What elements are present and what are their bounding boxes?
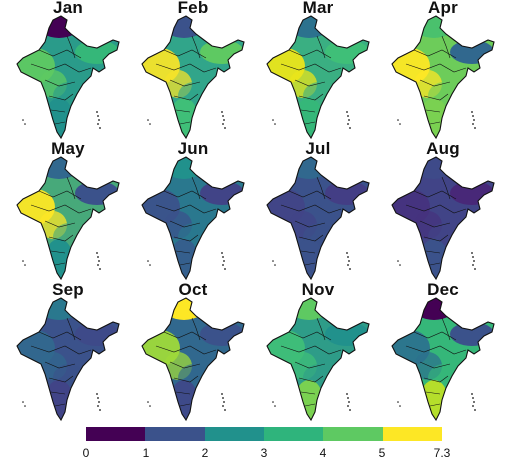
colorbar: [86, 427, 442, 441]
colorbar-tick-label: 5: [378, 446, 386, 460]
india-map: [391, 15, 495, 139]
map-panel-apr: Apr: [380, 0, 505, 146]
month-label: Jan: [53, 0, 83, 17]
india-map: [16, 156, 120, 280]
map-panel-jun: Jun: [130, 139, 256, 287]
colorbar-segment: [263, 427, 324, 441]
colorbar-segment: [382, 427, 442, 441]
india-map: [16, 297, 120, 421]
month-label: Nov: [301, 280, 335, 299]
india-map: [266, 15, 370, 139]
colorbar-tick-label: 7.3: [433, 446, 451, 460]
map-panel-mar: Mar: [255, 0, 381, 146]
colorbar-tick-label: 4: [319, 446, 327, 460]
map-panel-jan: Jan: [5, 0, 131, 146]
india-map: [266, 156, 370, 280]
colorbar-tick-label: 2: [201, 446, 209, 460]
india-map: [141, 297, 245, 421]
india-map: [141, 156, 245, 280]
colorbar-segment: [323, 427, 383, 441]
map-panel-jul: Jul: [255, 139, 381, 287]
map-panel-may: May: [5, 139, 131, 287]
colorbar-tick-label: 0: [82, 446, 90, 460]
map-panel-aug: Aug: [380, 139, 505, 287]
map-panel-oct: Oct: [130, 280, 256, 428]
month-label: Jul: [305, 139, 331, 158]
map-panel-sep: Sep: [5, 280, 131, 428]
colorbar-tick-label: 3: [260, 446, 268, 460]
month-label: Oct: [178, 280, 208, 299]
month-label: Aug: [426, 139, 460, 158]
colorbar-tick-label: 1: [142, 446, 150, 460]
india-map: [391, 297, 495, 421]
month-label: Apr: [428, 0, 458, 17]
colorbar-segment: [86, 427, 146, 441]
colorbar-segment: [145, 427, 205, 441]
month-label: Feb: [177, 0, 209, 17]
india-map: [16, 15, 120, 139]
month-label: Mar: [302, 0, 334, 17]
map-panel-feb: Feb: [130, 0, 256, 146]
india-map: [391, 156, 495, 280]
month-label: May: [51, 139, 85, 158]
colorbar-segment: [204, 427, 264, 441]
map-panel-nov: Nov: [255, 280, 381, 428]
month-label: Dec: [427, 280, 459, 299]
map-panel-dec: Dec: [380, 280, 505, 428]
india-map: [266, 297, 370, 421]
india-map: [141, 15, 245, 139]
month-label: Sep: [52, 280, 84, 299]
month-label: Jun: [177, 139, 209, 158]
